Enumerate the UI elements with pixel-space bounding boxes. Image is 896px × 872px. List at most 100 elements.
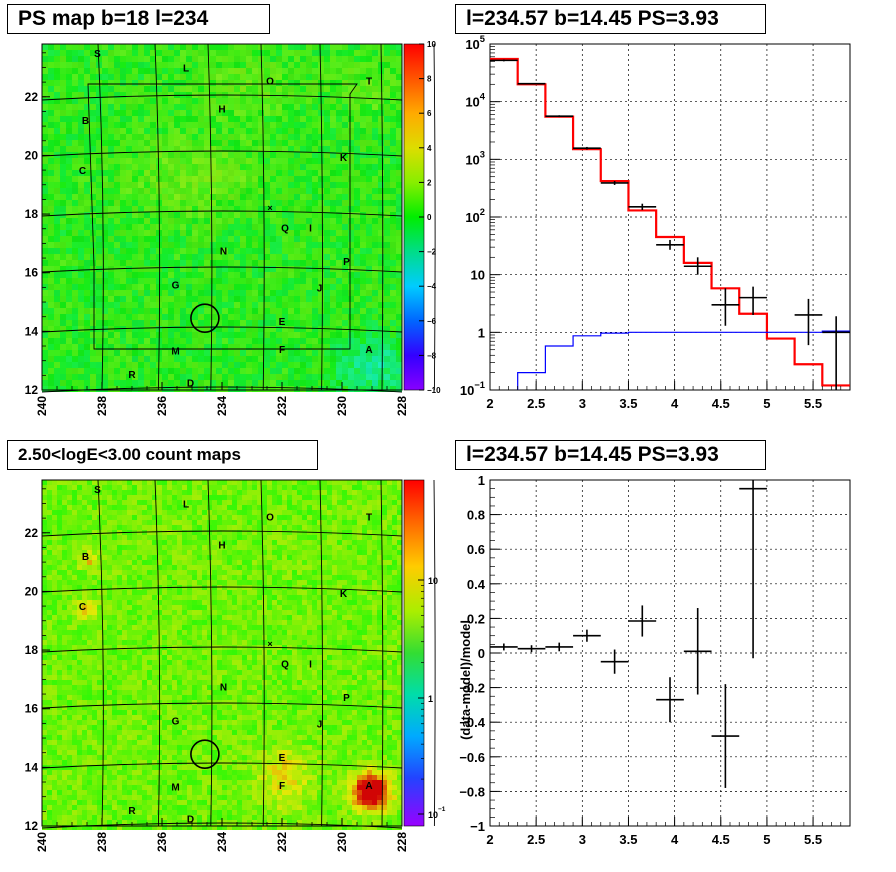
psmap-source-label: R	[128, 370, 136, 381]
cntmap-meridian	[433, 479, 436, 827]
psmap-source-label: E	[279, 317, 286, 328]
cntmap-parallel	[41, 702, 403, 709]
residual-xtick-label: 4.5	[712, 832, 730, 847]
psmap-ytick-label: 14	[25, 324, 39, 338]
psmap-source-label: I	[309, 223, 312, 234]
cntmap-source-label: G	[172, 716, 180, 727]
psmap-meridian	[319, 43, 323, 391]
residual-xtick-label: 5	[763, 832, 770, 847]
cntmap-colorbar	[404, 480, 424, 826]
cntmap-source-label: F	[279, 781, 285, 792]
psmap-source-label: L	[183, 63, 189, 74]
spectrum-ytick-label: 104	[465, 92, 485, 110]
psmap-heatmap	[42, 44, 402, 392]
cntmap-ytick-label: 18	[25, 643, 39, 657]
cntmap-source-label: S	[94, 485, 101, 496]
psmap-meridian	[97, 43, 104, 391]
psmap-colorbar-label: 10	[427, 40, 436, 49]
count-map-title: 2.50<logE<3.00 count maps	[7, 440, 318, 470]
psmap-ytick-label: 18	[25, 207, 39, 221]
spectrum-ytick-label: 103	[465, 149, 485, 167]
cntmap-meridian	[380, 479, 384, 827]
psmap-meridian	[433, 43, 436, 391]
psmap-colorbar-label: 6	[427, 109, 432, 118]
psmap-colorbar-label: 4	[427, 144, 432, 153]
residual-xtick-label: 3	[579, 832, 586, 847]
background-histogram	[517, 330, 850, 390]
cntmap-ytick-label: 22	[25, 526, 39, 540]
psmap-source-label: C	[79, 166, 86, 177]
psmap-xtick-label: 228	[395, 396, 409, 416]
cntmap-colorbar-label: 10−1	[428, 806, 446, 820]
cntmap-xtick-label: 232	[275, 832, 289, 852]
psmap-parallel	[41, 326, 403, 333]
psmap-source-label: M	[171, 346, 179, 357]
spectrum-xtick-label: 3.5	[619, 396, 637, 411]
psmap-xtick-label: 240	[35, 396, 49, 416]
cntmap-parallel	[41, 530, 403, 537]
psmap-source-label: S	[94, 49, 101, 60]
cntmap-source-label: A	[365, 781, 372, 792]
cntmap-meridian	[319, 479, 323, 827]
psmap-source-label: G	[172, 280, 180, 291]
cntmap-xtick-label: 230	[335, 832, 349, 852]
psmap-ytick-label: 22	[25, 90, 39, 104]
cntmap-ytick-label: 12	[25, 819, 39, 833]
psmap-source-label: B	[82, 116, 89, 127]
psmap-source-label: Q	[281, 223, 289, 234]
psmap-ytick-label: 20	[25, 148, 39, 162]
cntmap-source-label: T	[366, 513, 372, 524]
cntmap-ytick-label: 16	[25, 702, 39, 716]
residual-ytick-label: −0.4	[459, 715, 485, 730]
residual-xtick-label: 4	[671, 832, 679, 847]
cntmap-coord-grid	[41, 479, 436, 829]
cntmap-source-label: P	[343, 693, 350, 704]
residual-xtick-label: 2	[486, 832, 493, 847]
residual-ytick-label: 0.6	[467, 542, 485, 557]
spectrum-xtick-label: 2	[486, 396, 493, 411]
ps-map-title: PS map b=18 l=234	[7, 4, 270, 34]
residual-ytick-label: −0.2	[459, 681, 485, 696]
cntmap-ytick-label: 20	[25, 584, 39, 598]
psmap-source-label: T	[366, 77, 372, 88]
psmap-meridian	[154, 43, 161, 391]
spectrum-xtick-label: 3	[579, 396, 586, 411]
cntmap-source-label: E	[279, 753, 286, 764]
cntmap-meridian	[260, 479, 265, 827]
psmap-colorbar-label: 8	[427, 75, 432, 84]
psmap-colorbar	[404, 44, 424, 390]
spectrum-xtick-label: 2.5	[527, 396, 545, 411]
psmap-xtick-label: 236	[155, 396, 169, 416]
spectrum-ytick-label: 105	[465, 34, 485, 52]
psmap-source-label: P	[343, 257, 350, 268]
cntmap-parallel	[41, 586, 403, 593]
residual-ytick-label: −0.6	[459, 750, 485, 765]
spectrum-ytick-label: 10	[471, 268, 485, 283]
psmap-parallel	[41, 150, 403, 157]
psmap-roi-circle	[190, 303, 220, 333]
psmap-xtick-label: 232	[275, 396, 289, 416]
psmap-colorbar-label: −8	[427, 351, 437, 360]
psmap-meridian	[260, 43, 265, 391]
residual-title: l=234.57 b=14.45 PS=3.93	[455, 440, 766, 470]
cntmap-source-label: Q	[281, 659, 289, 670]
residual-ytick-label: −0.8	[459, 784, 485, 799]
residual-xtick-label: 2.5	[527, 832, 545, 847]
cntmap-parallel	[41, 646, 403, 653]
cntmap-source-label: O	[266, 513, 274, 524]
residual-ytick-label: 0.4	[467, 577, 486, 592]
spectrum-ytick-label: 10−1	[460, 380, 485, 398]
cntmap-meridian	[207, 479, 213, 827]
cntmap-source-label: C	[79, 602, 86, 613]
cntmap-heatmap	[42, 480, 402, 830]
cntmap-source-label: B	[82, 552, 89, 563]
cntmap-colorbar-frame	[403, 479, 425, 827]
cntmap-cross-marker: ×	[267, 639, 272, 649]
psmap-source-label: A	[365, 345, 372, 356]
residual-xtick-label: 3.5	[619, 832, 637, 847]
psmap-coord-grid	[41, 43, 436, 393]
cntmap-source-label: R	[128, 806, 136, 817]
psmap-source-label: N	[220, 247, 227, 258]
psmap-parallel	[41, 210, 403, 217]
